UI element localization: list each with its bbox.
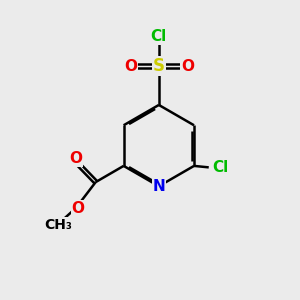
Text: N: N bbox=[152, 179, 165, 194]
Text: O: O bbox=[124, 58, 137, 74]
Text: O: O bbox=[181, 58, 194, 74]
Text: O: O bbox=[69, 151, 82, 166]
Text: Cl: Cl bbox=[212, 160, 229, 175]
Text: O: O bbox=[71, 201, 85, 216]
Text: Cl: Cl bbox=[151, 29, 167, 44]
Text: S: S bbox=[153, 57, 165, 75]
Text: CH₃: CH₃ bbox=[44, 218, 72, 232]
